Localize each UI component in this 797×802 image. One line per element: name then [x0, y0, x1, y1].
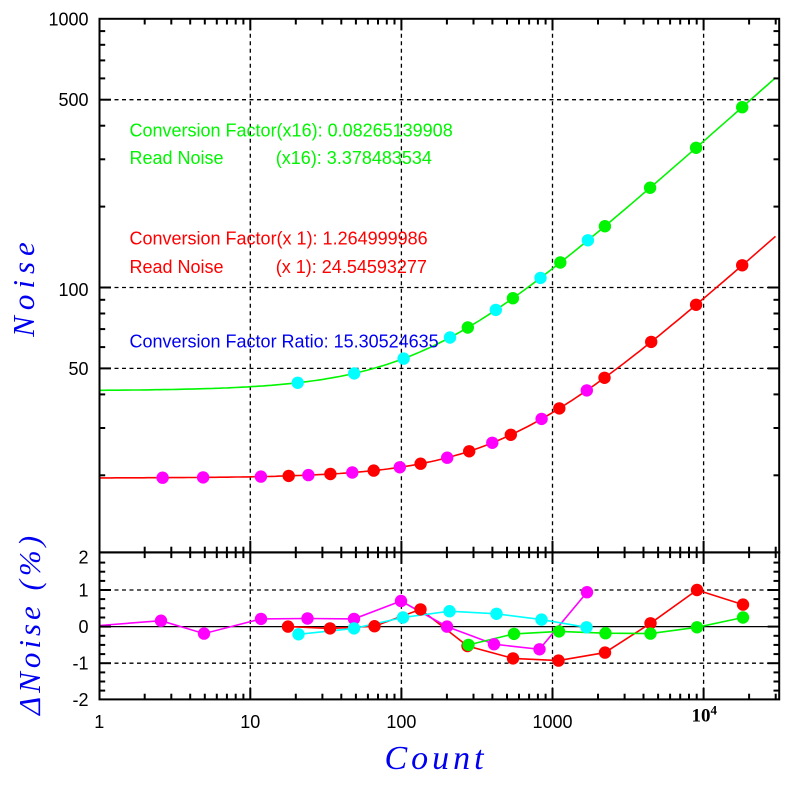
svg-text:1: 1 — [78, 581, 88, 601]
svg-text:Conversion Factor(x 1): 1.2649: Conversion Factor(x 1): 1.264999986 — [130, 228, 428, 248]
svg-text:100: 100 — [58, 280, 88, 300]
svg-text:Noise: Noise — [6, 236, 41, 338]
svg-text:2: 2 — [78, 547, 88, 567]
svg-text:100: 100 — [386, 712, 416, 732]
svg-text:0: 0 — [78, 617, 88, 637]
svg-text:-1: -1 — [72, 654, 88, 674]
svg-text:50: 50 — [68, 359, 88, 379]
svg-text:1000: 1000 — [48, 9, 88, 29]
svg-text:500: 500 — [58, 90, 88, 110]
svg-text:1000: 1000 — [532, 712, 572, 732]
svg-text:Conversion Factor(x16): 0.0826: Conversion Factor(x16): 0.08265139908 — [130, 121, 453, 141]
svg-text:Count: Count — [384, 740, 487, 777]
svg-text:(x16): 3.378483534: (x16): 3.378483534 — [276, 148, 432, 168]
svg-text:10: 10 — [240, 712, 260, 732]
svg-text:ΔNoise (%): ΔNoise (%) — [12, 532, 47, 717]
svg-text:Read Noise: Read Noise — [130, 148, 224, 168]
svg-text:Read Noise: Read Noise — [130, 257, 224, 277]
svg-text:Conversion Factor Ratio: 15.30: Conversion Factor Ratio: 15.30524635 — [130, 332, 439, 352]
svg-text:(x 1): 24.54593277: (x 1): 24.54593277 — [276, 257, 427, 277]
svg-text:1: 1 — [94, 712, 104, 732]
svg-text:-2: -2 — [72, 690, 88, 710]
